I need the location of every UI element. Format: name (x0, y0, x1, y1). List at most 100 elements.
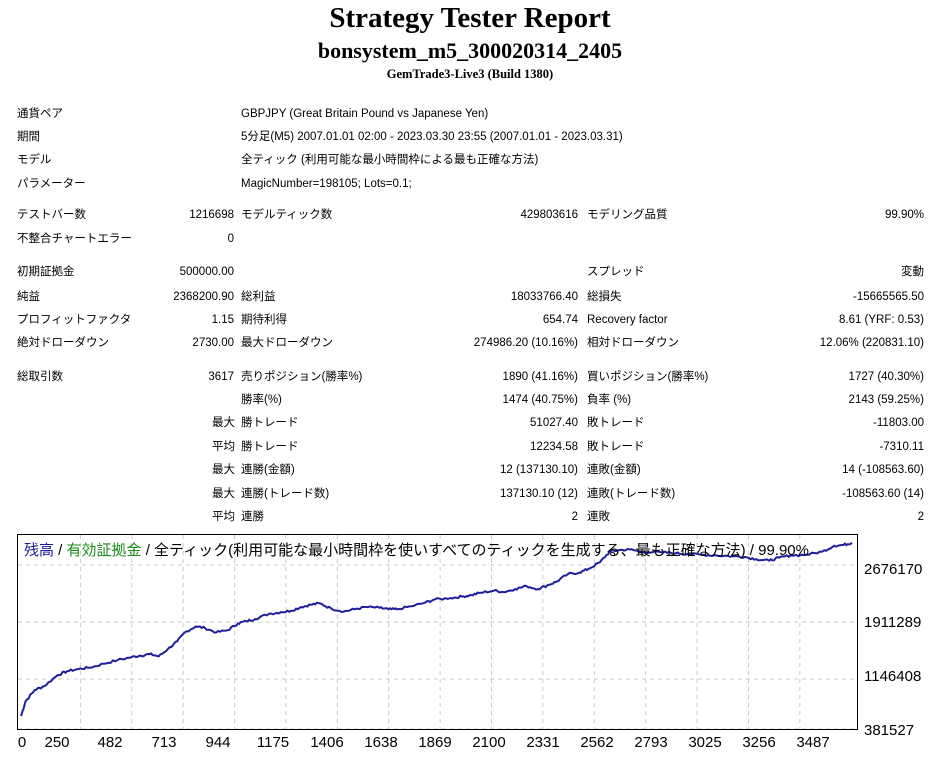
x-tick-label: 1406 (310, 734, 344, 751)
stat-value-net: 2368200.90 (173, 291, 234, 303)
stat-value-avg-win: 12234.58 (530, 441, 578, 453)
stat-label-largest-win: 勝トレード (241, 417, 299, 429)
stat-value-abs-dd: 2730.00 (192, 337, 234, 349)
stat-label-avg-consec-wins: 連勝 (241, 511, 264, 523)
x-tick-label: 250 (44, 734, 70, 751)
y-tick-label: 1911289 (864, 614, 922, 631)
x-tick-label: 3025 (688, 734, 722, 751)
stat-prefix-max-3: 最大 (212, 488, 235, 500)
stat-value-ticks: 429803616 (520, 209, 578, 221)
stat-label-abs-dd: 絶対ドローダウン (17, 337, 109, 349)
balance-line (20, 541, 853, 717)
stat-label-gross-profit: 総利益 (241, 291, 276, 303)
stat-label-bars: テストバー数 (17, 209, 86, 221)
stat-value-quality: 99.90% (884, 209, 924, 221)
x-tick-label: 2793 (634, 734, 668, 751)
stat-label-long: 買いポジション(勝率%) (587, 371, 709, 383)
stat-value-deposit: 500000.00 (179, 266, 234, 278)
x-tick-label: 1869 (418, 734, 452, 751)
stat-value-max-dd: 274986.20 (10.16%) (473, 337, 578, 349)
balance-chart: 残高 / 有効証拠金 / 全ティック(利用可能な最小時間枠を使いすべてのティック… (17, 534, 858, 730)
chart-legend: 残高 / 有効証拠金 / 全ティック(利用可能な最小時間枠を使いすべてのティック… (24, 539, 809, 560)
y-tick-label: 2676170 (864, 561, 923, 578)
stat-label-quality: モデリング品質 (587, 209, 668, 221)
stat-value-avg-consec-wins: 2 (571, 511, 578, 523)
stat-value-bars: 1216698 (189, 209, 234, 221)
x-tick-label: 1638 (364, 734, 398, 751)
stat-label-ticks: モデルティック数 (241, 209, 333, 221)
stat-value-largest-loss: -11803.00 (873, 417, 924, 429)
legend-balance: 残高 (24, 542, 55, 559)
setting-label-parameters: パラメーター (17, 178, 86, 190)
report-title: Strategy Tester Report (329, 2, 611, 34)
stat-label-max-consec-profit: 連勝(トレード数) (241, 488, 330, 500)
legend-separator: / (54, 542, 67, 559)
setting-value-parameters: MagicNumber=198105; Lots=0.1; (241, 178, 412, 190)
stat-value-loss: 2143 (59.25%) (848, 394, 924, 406)
x-tick-label: 3487 (796, 734, 830, 751)
stat-value-gross-profit: 18033766.40 (510, 291, 578, 303)
server-name: GemTrade3-Live3 (Build 1380) (386, 67, 554, 81)
stat-value-max-consec-loss: -108563.60 (14) (842, 488, 924, 500)
stat-value-rel-dd: 12.06% (220831.10) (819, 337, 924, 349)
x-tick-label: 944 (205, 734, 231, 751)
stat-label-profit-factor: プロフィットファクタ (17, 314, 132, 326)
stat-label-avg-consec-losses: 連敗 (587, 511, 610, 523)
y-tick-label: 381527 (864, 722, 915, 739)
stat-value-long: 1727 (40.30%) (848, 371, 924, 383)
stat-label-avg-loss: 敗トレード (587, 441, 645, 453)
balance-chart-plot (18, 535, 857, 729)
setting-label-symbol: 通貨ペア (17, 108, 63, 120)
stat-value-payoff: 654.74 (542, 314, 578, 326)
x-tick-label: 3256 (742, 734, 776, 751)
stat-label-max-consec-losses: 連敗(金額) (587, 464, 641, 476)
stat-label-payoff: 期待利得 (241, 314, 287, 326)
stat-value-trades: 3617 (208, 371, 234, 383)
setting-value-symbol: GBPJPY (Great Britain Pound vs Japanese … (241, 108, 489, 120)
stat-label-max-consec-wins: 連勝(金額) (241, 464, 295, 476)
stat-value-max-consec-losses: 14 (-108563.60) (842, 464, 924, 476)
stat-label-mismatch: 不整合チャートエラー (17, 233, 132, 245)
x-tick-label: 2562 (580, 734, 614, 751)
stat-label-net: 純益 (17, 291, 40, 303)
y-tick-label: 1146408 (864, 668, 922, 685)
stat-value-mismatch: 0 (227, 233, 234, 245)
stat-value-gross-loss: -15665565.50 (853, 291, 924, 303)
stat-label-largest-loss: 敗トレード (587, 417, 645, 429)
stat-label-max-consec-loss: 連敗(トレード数) (587, 488, 676, 500)
stat-value-avg-loss: -7310.11 (879, 441, 924, 453)
legend-description: / 全ティック(利用可能な最小時間枠を使いすべてのティックを生成する、最も正確な… (141, 542, 809, 559)
stat-value-spread: 変動 (901, 266, 924, 278)
stat-label-short: 売りポジション(勝率%) (241, 371, 363, 383)
x-tick-label: 2331 (526, 734, 560, 751)
stat-value-max-consec-wins: 12 (137130.10) (499, 464, 578, 476)
setting-value-model: 全ティック (利用可能な最小時間枠による最も正確な方法) (241, 154, 539, 166)
stat-label-deposit: 初期証拠金 (17, 266, 75, 278)
stat-prefix-avg-1: 平均 (212, 441, 235, 453)
stat-value-profit-factor: 1.15 (211, 314, 234, 326)
x-tick-label: 0 (17, 734, 27, 751)
stat-prefix-max-1: 最大 (212, 417, 235, 429)
x-tick-label: 2100 (472, 734, 506, 751)
stat-prefix-max-2: 最大 (212, 464, 235, 476)
stat-value-largest-win: 51027.40 (530, 417, 578, 429)
setting-value-period: 5分足(M5) 2007.01.01 02:00 - 2023.03.30 23… (241, 131, 623, 143)
stat-value-win: 1474 (40.75%) (502, 394, 578, 406)
stat-label-rel-dd: 相対ドローダウン (587, 337, 679, 349)
stat-value-max-consec-profit: 137130.10 (12) (499, 488, 578, 500)
stat-label-win: 勝率(%) (241, 394, 282, 406)
stat-value-recovery: 8.61 (YRF: 0.53) (838, 314, 924, 326)
stat-value-avg-consec-losses: 2 (917, 511, 924, 523)
setting-label-model: モデル (17, 154, 52, 166)
stat-value-short: 1890 (41.16%) (502, 371, 578, 383)
stat-label-recovery: Recovery factor (587, 314, 668, 326)
x-tick-label: 1175 (256, 734, 290, 751)
stat-label-trades: 総取引数 (17, 371, 63, 383)
stat-label-loss: 負率 (%) (587, 394, 632, 406)
stat-label-max-dd: 最大ドローダウン (241, 337, 333, 349)
x-tick-label: 482 (97, 734, 123, 751)
stat-label-gross-loss: 総損失 (587, 291, 622, 303)
x-tick-label: 713 (151, 734, 177, 751)
stat-prefix-avg-2: 平均 (212, 511, 235, 523)
stat-label-avg-win: 勝トレード (241, 441, 299, 453)
